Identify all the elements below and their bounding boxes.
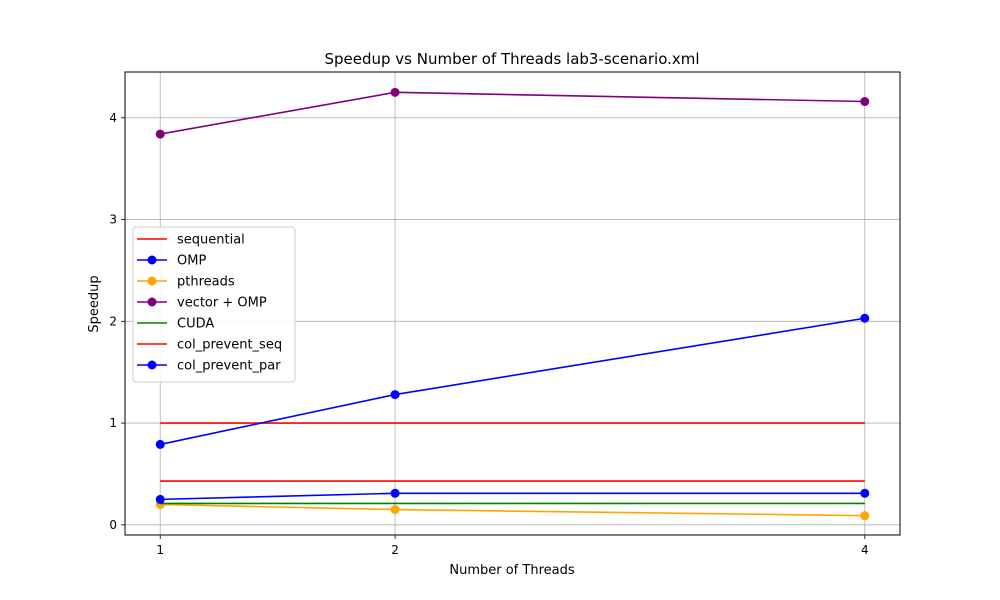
legend-item: col_prevent_seq — [137, 338, 282, 353]
legend-item: vector + OMP — [137, 296, 267, 311]
series-col-prevent-par — [155, 488, 870, 504]
data-point — [390, 87, 400, 97]
legend-label: vector + OMP — [177, 296, 267, 311]
y-tick-label: 2 — [109, 314, 117, 328]
data-point — [155, 494, 165, 504]
data-point — [390, 488, 400, 498]
legend-swatch-marker — [147, 255, 157, 265]
series-line — [160, 91, 865, 135]
legend-label: col_prevent_seq — [177, 338, 282, 353]
legend-swatch-marker — [147, 360, 157, 370]
legend-label: CUDA — [177, 317, 214, 332]
legend-item: CUDA — [137, 317, 214, 332]
legend-swatch-marker — [147, 297, 157, 307]
y-tick-label: 1 — [109, 416, 117, 430]
x-axis-ticks: 1 2 4 — [156, 535, 869, 557]
data-point — [860, 511, 870, 521]
data-point — [390, 390, 400, 400]
legend-item: pthreads — [137, 275, 235, 290]
legend-box — [132, 226, 296, 383]
legend-item: sequential — [137, 233, 245, 248]
legend-item: col_prevent_par — [137, 359, 281, 374]
legend-swatch-marker — [147, 276, 157, 286]
series-vector-omp — [155, 87, 870, 139]
legend-item: OMP — [137, 254, 206, 269]
legend-label: pthreads — [177, 275, 235, 290]
series-omp — [155, 313, 870, 449]
x-axis-label: Number of Threads — [449, 563, 574, 578]
data-point — [860, 313, 870, 323]
y-axis-ticks: 0 1 2 3 4 — [109, 111, 125, 532]
legend: sequential OMP pthreads vector + OMP CUDA col… — [132, 226, 296, 383]
x-tick-label: 1 — [156, 543, 164, 557]
x-tick-label: 2 — [391, 543, 399, 557]
data-point — [155, 439, 165, 449]
data-point — [860, 97, 870, 107]
legend-label: col_prevent_par — [177, 359, 281, 374]
chart-title: Speedup vs Number of Threads lab3-scenar… — [324, 50, 699, 68]
x-tick-label: 4 — [861, 543, 869, 557]
legend-label: sequential — [177, 233, 245, 248]
series-layer — [155, 87, 870, 521]
y-axis-label: Speedup — [87, 275, 102, 332]
y-tick-label: 4 — [109, 111, 117, 125]
series-line — [160, 503, 865, 517]
data-point — [155, 129, 165, 139]
data-point — [860, 488, 870, 498]
legend-label: OMP — [177, 254, 206, 269]
plot-frame — [124, 71, 901, 536]
data-point — [390, 505, 400, 515]
y-tick-label: 3 — [109, 213, 117, 227]
y-tick-label: 0 — [109, 518, 117, 532]
series-line — [160, 492, 865, 501]
